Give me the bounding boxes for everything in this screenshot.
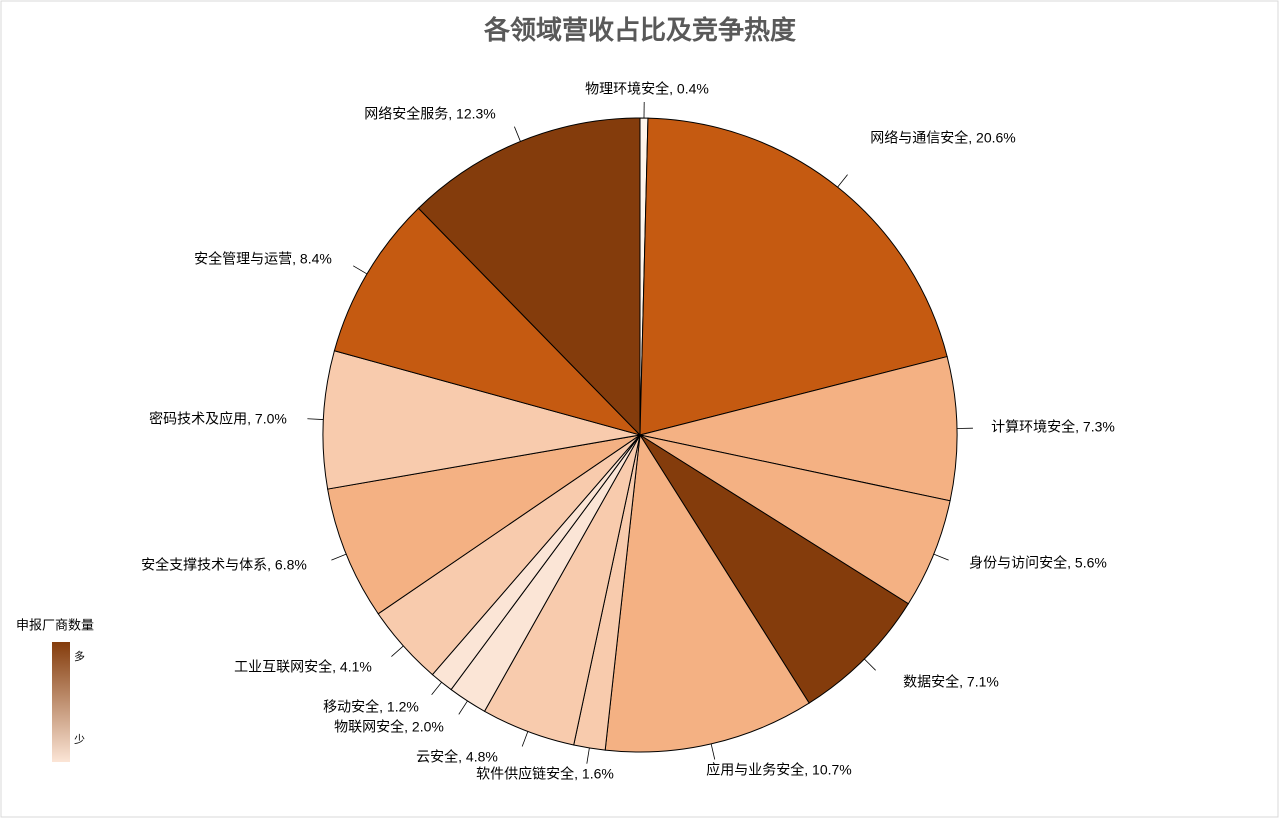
- pie-slice: [417, 117, 641, 437]
- data-label: 应用与业务安全, 10.7%: [706, 762, 851, 778]
- leader-line: [933, 553, 949, 561]
- data-label: 安全支撑技术与体系, 6.8%: [141, 557, 307, 573]
- data-label: 身份与访问安全, 5.6%: [969, 555, 1107, 571]
- data-label: 软件供应链安全, 1.6%: [476, 766, 614, 782]
- leader-line: [331, 553, 347, 561]
- data-label: 数据安全, 7.1%: [903, 674, 999, 690]
- pie-slice: [322, 350, 641, 490]
- data-label: 网络与通信安全, 20.6%: [870, 130, 1015, 146]
- leader-line: [391, 645, 404, 657]
- legend-low: 少: [74, 733, 85, 746]
- data-label: 物联网安全, 2.0%: [334, 719, 444, 735]
- pie-slice: [604, 433, 810, 753]
- data-label: 移动安全, 1.2%: [323, 699, 419, 715]
- chart-title: 各领域营收占比及竞争热度: [483, 15, 796, 45]
- leader-line: [458, 700, 468, 715]
- leader-line: [521, 731, 529, 747]
- data-label: 网络安全服务, 12.3%: [364, 106, 495, 122]
- data-label: 密码技术及应用, 7.0%: [149, 411, 287, 427]
- leader-line: [514, 126, 521, 142]
- data-label: 物理环境安全, 0.4%: [585, 81, 709, 97]
- leader-line: [837, 174, 848, 188]
- data-label: 安全管理与运营, 8.4%: [194, 251, 332, 267]
- data-label: 计算环境安全, 7.3%: [991, 419, 1115, 435]
- data-label: 工业互联网安全, 4.1%: [234, 659, 372, 675]
- leader-line: [710, 743, 716, 760]
- leader-line: [352, 265, 368, 275]
- legend-high: 多: [74, 649, 85, 663]
- data-label: 云安全, 4.8%: [416, 749, 498, 765]
- leader-line: [307, 418, 324, 420]
- leader-line: [586, 747, 590, 764]
- legend-gradient: [52, 642, 70, 762]
- leader-line: [864, 658, 876, 671]
- leader-line: [431, 682, 442, 695]
- legend-title: 申报厂商数量: [16, 617, 94, 632]
